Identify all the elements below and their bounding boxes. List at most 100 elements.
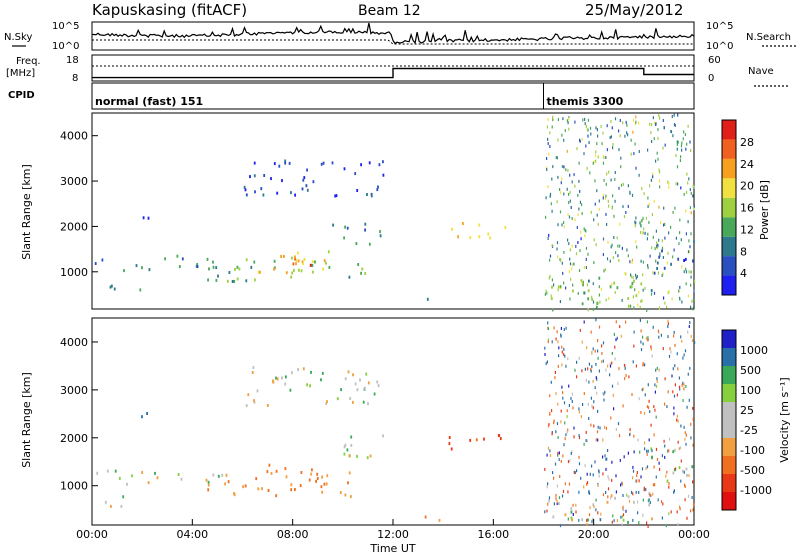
heat-cell [549, 274, 551, 278]
heat-cell [546, 157, 548, 160]
heat-cell [604, 454, 606, 458]
heat-cell [630, 138, 632, 142]
heat-cell [126, 482, 128, 486]
heat-cell [558, 451, 560, 455]
heat-cell [581, 340, 583, 344]
heat-cell [688, 398, 690, 402]
heat-cell [633, 306, 635, 310]
heat-cell [243, 185, 246, 189]
heat-cell [575, 252, 578, 256]
heat-cell [566, 415, 568, 419]
heat-cell [568, 384, 570, 388]
heat-cell [373, 392, 376, 396]
heat-cell [118, 476, 121, 480]
heat-cell [457, 235, 459, 239]
heat-cell [688, 270, 690, 274]
heat-cell [692, 194, 694, 198]
heat-cell [629, 260, 631, 264]
heat-cell [678, 385, 681, 389]
heat-cell [610, 120, 612, 123]
heat-cell [651, 354, 653, 358]
heat-cell [551, 432, 553, 436]
heat-cell [221, 473, 224, 477]
heat-cell [624, 377, 626, 381]
heat-cell [658, 461, 660, 465]
colorbar-swatch [722, 217, 736, 237]
heat-cell [621, 298, 623, 302]
heat-cell [268, 463, 271, 467]
heat-cell [611, 126, 613, 130]
heat-cell [568, 127, 570, 131]
heat-cell [615, 490, 617, 494]
heat-cell [631, 281, 634, 285]
heat-cell [356, 189, 359, 192]
heat-cell [578, 269, 581, 272]
heat-cell [544, 510, 546, 514]
heat-cell [684, 349, 687, 353]
heat-cell [348, 454, 351, 458]
heat-cell [582, 403, 584, 406]
heat-cell [369, 454, 372, 458]
heat-cell [640, 348, 643, 352]
heat-cell [618, 367, 620, 371]
heat-cell [560, 181, 562, 185]
heat-cell [146, 412, 148, 415]
heat-cell [555, 392, 557, 396]
heat-cell [588, 380, 590, 384]
heat-cell [570, 516, 573, 520]
heat-cell [683, 259, 685, 262]
heat-cell [255, 477, 258, 481]
heat-cell [663, 126, 665, 130]
heat-cell [579, 200, 581, 204]
heat-cell [646, 452, 648, 456]
heat-cell [578, 356, 580, 360]
heat-cell [683, 353, 685, 357]
heat-cell [302, 262, 305, 266]
heat-cell [276, 377, 279, 381]
heat-cell [609, 136, 611, 139]
heat-cell [215, 278, 218, 282]
heat-cell [574, 368, 576, 372]
heat-cell [332, 223, 334, 227]
heat-cell [362, 400, 365, 404]
heat-cell [660, 500, 663, 504]
heat-cell [622, 404, 624, 408]
heat-cell [556, 500, 558, 503]
heat-cell [570, 507, 573, 511]
heat-cell [370, 194, 373, 198]
heat-cell [579, 328, 581, 332]
heat-cell [364, 272, 367, 275]
heat-cell [585, 378, 587, 382]
heat-cell [547, 446, 550, 450]
heat-cell [687, 250, 690, 254]
date-title: 25/May/2012 [585, 1, 683, 19]
heat-cell [644, 286, 646, 290]
y-tick-label: 4000 [60, 336, 88, 349]
heat-cell [610, 178, 612, 182]
heat-cell [619, 325, 621, 329]
heat-cell [142, 216, 145, 220]
heat-cell [224, 482, 226, 486]
heat-cell [588, 491, 591, 495]
heat-cell [680, 238, 682, 242]
heat-cell [546, 291, 548, 295]
heat-cell [309, 263, 312, 267]
heat-cell [653, 433, 655, 437]
heat-cell [562, 117, 564, 121]
heat-cell [546, 168, 548, 171]
heat-cell [549, 192, 552, 196]
heat-cell [563, 443, 565, 447]
heat-cell [114, 469, 117, 473]
heat-cell [654, 390, 656, 394]
heat-cell [614, 357, 616, 361]
heat-cell [596, 391, 598, 395]
heat-cell [575, 503, 577, 507]
heat-cell [602, 154, 605, 158]
heat-cell [562, 489, 565, 493]
heat-cell [597, 356, 599, 360]
colorbar-tick-label: 16 [740, 202, 754, 215]
heat-cell [591, 295, 593, 299]
heat-cell [339, 491, 342, 495]
heat-cell [652, 271, 654, 274]
heat-cell [641, 467, 644, 471]
